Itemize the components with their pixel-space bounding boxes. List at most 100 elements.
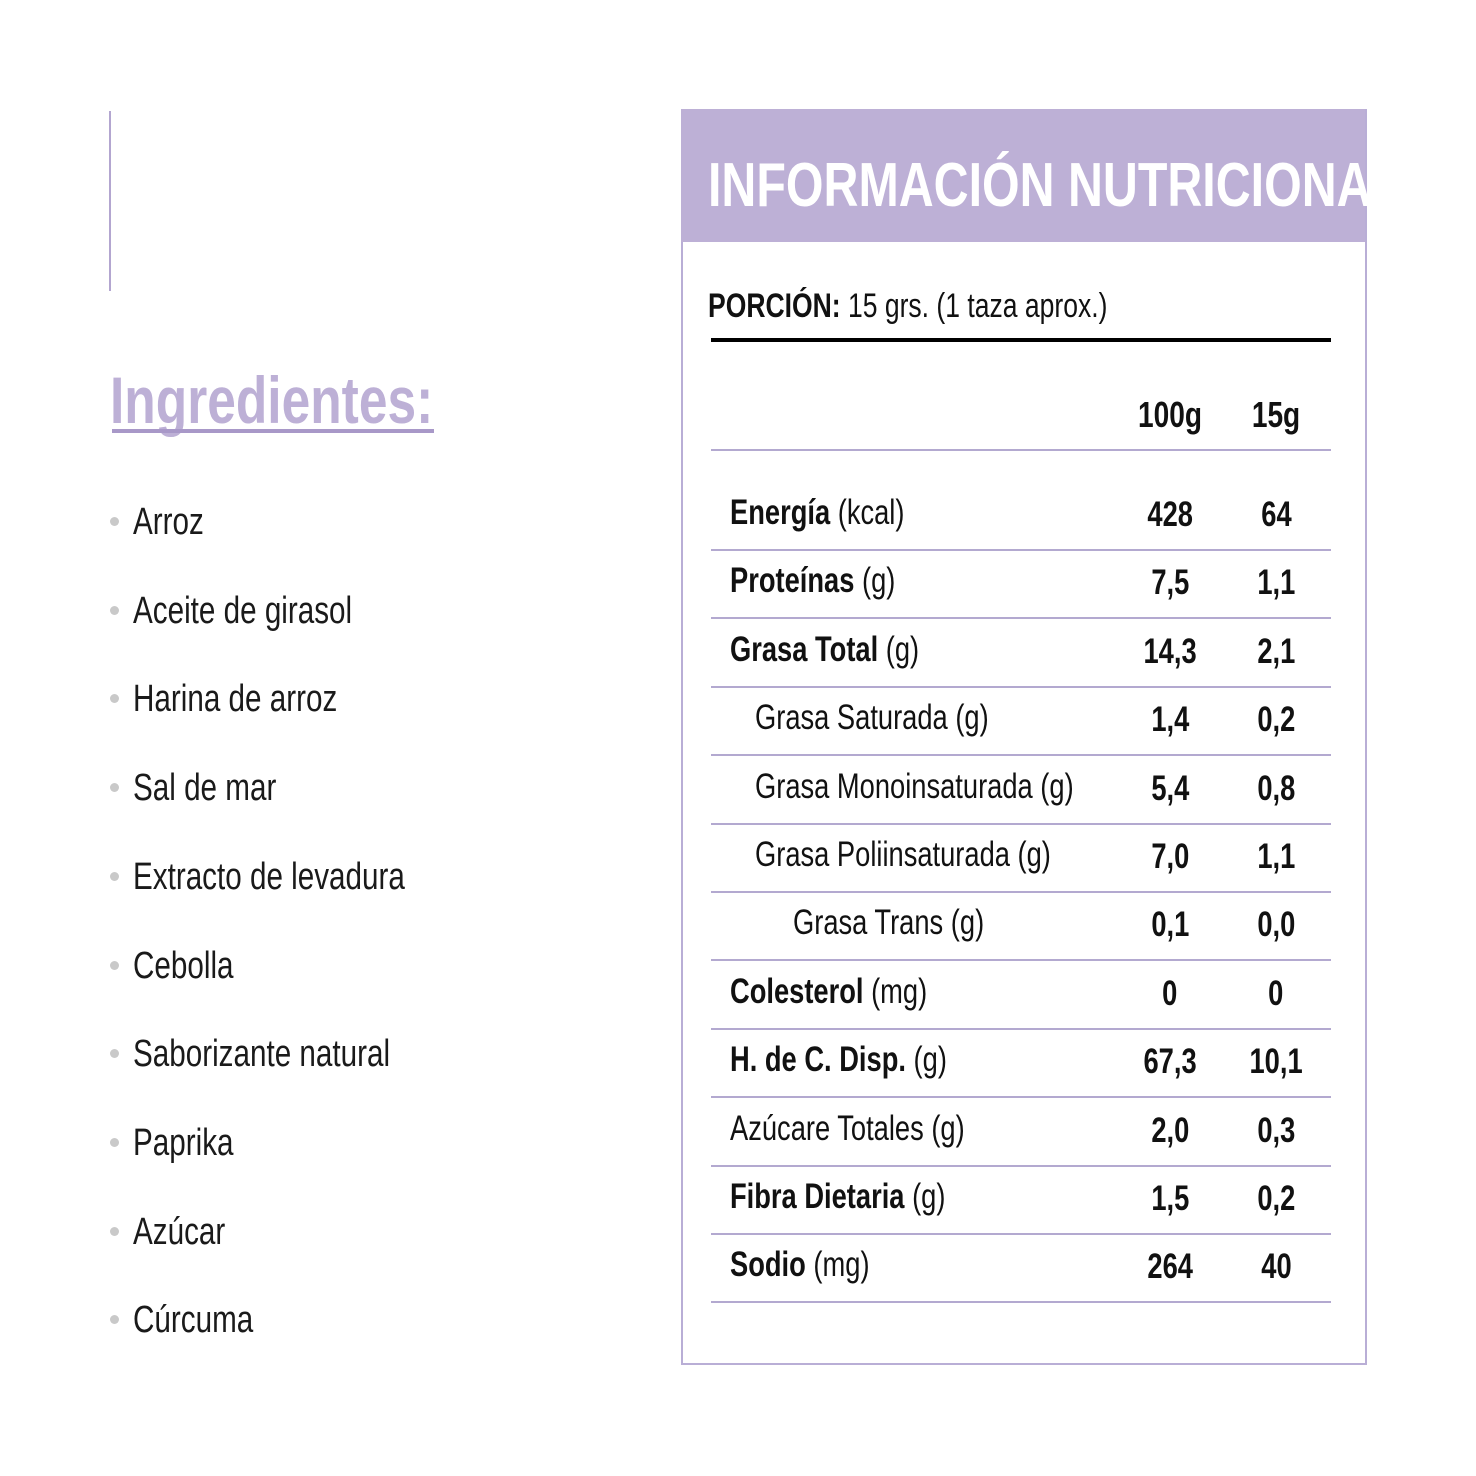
- value-100g-text: 7,0: [1151, 837, 1189, 876]
- nutrient-unit: (kcal): [837, 493, 905, 532]
- nutrient-name: Fibra Dietaria: [730, 1177, 905, 1216]
- value-100g: 0: [1110, 972, 1230, 1016]
- nutrient-label: H. de C. Disp. (g): [730, 1038, 1008, 1082]
- value-15g: 0,2: [1216, 1177, 1336, 1221]
- value-100g-text: 67,3: [1143, 1042, 1197, 1082]
- value-100g-text: 1,4: [1151, 700, 1189, 740]
- nutrient-label: Colesterol (mg): [730, 970, 983, 1014]
- value-100g: 7,5: [1110, 561, 1230, 605]
- nutrient-name: H. de C. Disp.: [730, 1040, 906, 1080]
- value-100g: 2,0: [1110, 1109, 1230, 1153]
- nutrient-label: Grasa Trans (g): [793, 901, 1038, 945]
- column-header-100g-text: 100g: [1137, 394, 1203, 435]
- nutrient-name: Grasa Saturada: [755, 698, 948, 738]
- value-100g-text: 428: [1147, 495, 1193, 534]
- nutrient-unit: (g): [955, 698, 989, 738]
- value-15g: 40: [1216, 1245, 1336, 1289]
- decorative-vertical-line: [109, 111, 111, 291]
- bullet-icon: [110, 1049, 119, 1059]
- value-100g: 5,4: [1110, 767, 1230, 811]
- bullet-icon: [110, 1226, 119, 1236]
- value-100g: 1,4: [1110, 698, 1230, 742]
- nutrient-label: Energía (kcal): [730, 491, 954, 535]
- ingredient-text: Arroz: [133, 501, 204, 543]
- value-100g: 428: [1110, 493, 1230, 537]
- value-100g-text: 14,3: [1143, 631, 1197, 671]
- ingredient-text: Cúrcuma: [133, 1299, 254, 1342]
- ingredient-text: Aceite de girasol: [133, 589, 353, 632]
- nutrient-label: Grasa Total (g): [730, 628, 973, 672]
- value-100g-text: 0: [1162, 973, 1178, 1013]
- bullet-icon: [110, 783, 119, 793]
- row-divider: [711, 891, 1331, 893]
- ingredient-text: Paprika: [133, 1121, 234, 1164]
- ingredients-title-underline: [112, 429, 434, 433]
- row-divider: [711, 1233, 1331, 1235]
- nutrient-name: Grasa Poliinsaturada: [755, 835, 1010, 874]
- nutrient-name: Colesterol: [730, 971, 864, 1011]
- row-divider: [711, 1164, 1331, 1167]
- portion-divider: [711, 338, 1331, 342]
- row-divider: [711, 685, 1331, 688]
- value-15g: 0,2: [1216, 698, 1336, 742]
- nutrient-name: Sodio: [730, 1245, 806, 1285]
- header-divider: [711, 449, 1331, 451]
- value-15g: 2,1: [1216, 630, 1336, 674]
- nutrient-unit: (g): [950, 903, 985, 943]
- nutrient-label: Grasa Monoinsaturada (g): [755, 765, 1164, 809]
- nutrient-name: Energía: [730, 493, 831, 532]
- bullet-icon: [110, 694, 119, 704]
- bullet-icon: [110, 960, 119, 970]
- portion-label: PORCIÓN:: [708, 287, 841, 325]
- nutrient-name: Grasa Total: [730, 629, 879, 669]
- row-divider: [711, 1096, 1331, 1099]
- value-15g-text: 0,0: [1257, 905, 1295, 945]
- row-divider: [711, 959, 1331, 962]
- value-15g-text: 0,2: [1257, 1179, 1295, 1218]
- value-15g-text: 40: [1260, 1247, 1292, 1287]
- value-100g-text: 5,4: [1151, 768, 1189, 808]
- value-100g: 67,3: [1110, 1040, 1230, 1084]
- value-15g-text: 64: [1260, 495, 1292, 534]
- ingredients-title-text: Ingredientes:: [110, 363, 434, 437]
- nutrient-name: Grasa Monoinsaturada: [755, 766, 1033, 806]
- value-100g-text: 7,5: [1151, 563, 1189, 603]
- column-header-15g-text: 15g: [1251, 394, 1301, 435]
- nutrient-unit: (g): [931, 1108, 965, 1148]
- value-15g: 0: [1216, 972, 1336, 1016]
- bullet-icon: [110, 517, 119, 526]
- row-divider: [711, 754, 1331, 757]
- nutrition-panel: [681, 109, 1367, 1365]
- nutrition-title: INFORMACIÓN NUTRICIONAL: [708, 148, 1476, 224]
- portion-info: PORCIÓN: 15 grs. (1 taza aprox.): [708, 284, 1220, 328]
- value-100g-text: 1,5: [1151, 1179, 1189, 1218]
- value-15g-text: 10,1: [1249, 1042, 1303, 1082]
- nutrient-unit: (g): [912, 1177, 946, 1216]
- column-header-100g: 100g: [1110, 393, 1230, 437]
- value-100g: 7,0: [1110, 835, 1230, 879]
- value-15g-text: 0,8: [1257, 768, 1295, 808]
- row-divider: [711, 549, 1331, 551]
- nutrition-title-text: INFORMACIÓN NUTRICIONAL: [708, 151, 1402, 220]
- ingredient-text: Sal de mar: [133, 767, 277, 810]
- value-100g: 264: [1110, 1245, 1230, 1289]
- nutrient-label: Grasa Poliinsaturada (g): [755, 833, 1134, 877]
- nutrient-name: Azúcare Totales: [730, 1108, 924, 1148]
- value-100g: 0,1: [1110, 903, 1230, 947]
- row-divider: [711, 822, 1331, 825]
- value-15g: 10,1: [1216, 1040, 1336, 1084]
- column-header-15g: 15g: [1216, 393, 1336, 437]
- nutrient-label: Proteínas (g): [730, 559, 942, 603]
- value-100g-text: 264: [1147, 1247, 1193, 1287]
- nutrient-unit: (g): [913, 1040, 947, 1080]
- nutrition-panel-header: [681, 109, 1365, 242]
- value-15g: 1,1: [1216, 835, 1336, 879]
- value-15g: 0,8: [1216, 767, 1336, 811]
- nutrient-unit: (g): [862, 561, 896, 601]
- ingredient-text: Saborizante natural: [133, 1033, 391, 1076]
- value-15g: 0,0: [1216, 903, 1336, 947]
- nutrient-label: Grasa Saturada (g): [755, 696, 1055, 740]
- nutrient-unit: (g): [1040, 766, 1074, 806]
- value-100g-text: 0,1: [1151, 905, 1189, 945]
- value-15g-text: 2,1: [1257, 631, 1295, 671]
